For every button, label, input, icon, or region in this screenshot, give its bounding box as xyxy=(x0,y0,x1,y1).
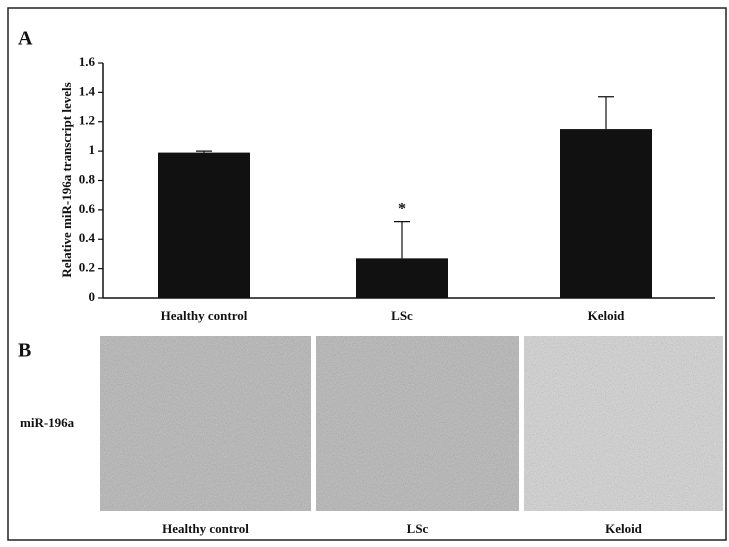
error-bar xyxy=(196,150,212,153)
figure-border xyxy=(7,7,727,541)
micrograph-texture xyxy=(316,336,519,511)
y-tick-label: 0 xyxy=(89,289,96,304)
y-tick-label: 0.8 xyxy=(79,171,96,186)
image-caption: LSc xyxy=(407,521,429,536)
bar xyxy=(560,129,652,298)
y-tick-label: 1.4 xyxy=(79,83,96,98)
micrograph-texture xyxy=(100,336,311,511)
y-tick-label: 1 xyxy=(89,142,96,157)
y-tick-label: 1.2 xyxy=(79,113,95,128)
panel-label: B xyxy=(18,340,31,362)
x-tick-label: Keloid xyxy=(588,308,626,323)
y-tick-label: 0.2 xyxy=(79,260,95,275)
y-tick-label: 0.6 xyxy=(79,201,96,216)
image-caption: Healthy control xyxy=(162,521,249,536)
x-tick-label: Healthy control xyxy=(161,308,248,323)
error-bar xyxy=(598,96,614,130)
bar xyxy=(356,258,448,298)
micrograph-texture xyxy=(524,336,723,511)
y-tick-label: 1.6 xyxy=(79,54,96,69)
annotation: * xyxy=(398,200,406,217)
panel-label: A xyxy=(18,28,33,50)
bar xyxy=(158,152,250,298)
error-bar xyxy=(394,221,410,259)
image-caption: Keloid xyxy=(605,521,643,536)
x-tick-label: LSc xyxy=(391,308,413,323)
y-axis-title: Relative miR-196a transcript levels xyxy=(59,82,74,277)
row-label: miR-196a xyxy=(20,415,75,430)
y-tick-label: 0.4 xyxy=(79,230,96,245)
